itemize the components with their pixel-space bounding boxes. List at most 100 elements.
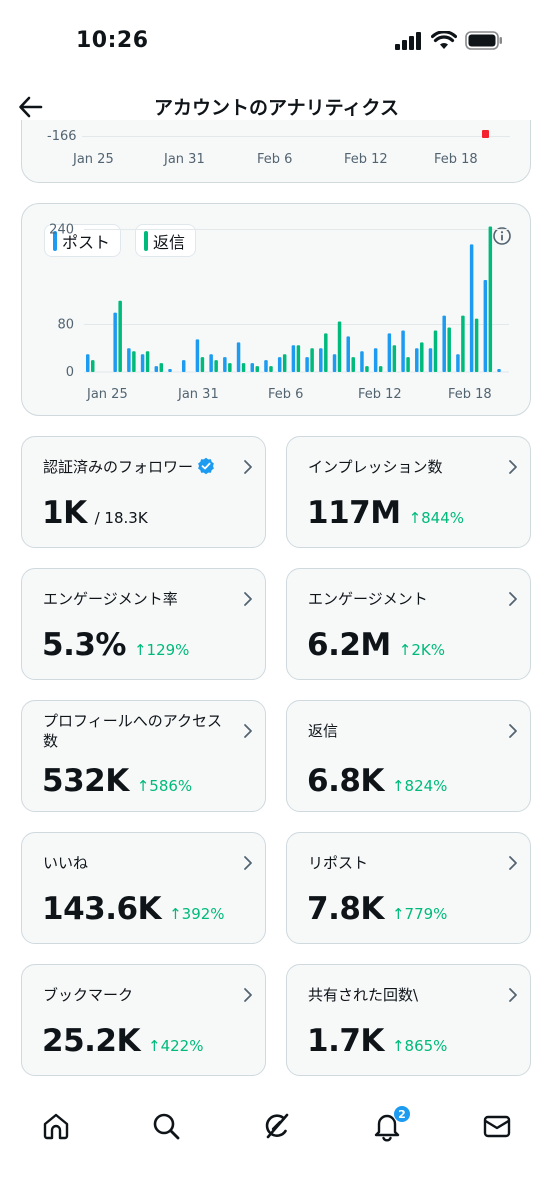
metric-label: リポスト — [308, 854, 369, 872]
metric-card-engagement-rate[interactable]: エンゲージメント率 5.3% ↑129% — [21, 568, 266, 680]
mail-icon[interactable] — [481, 1110, 513, 1142]
bar-replies — [474, 318, 479, 372]
chevron-right-icon — [244, 988, 252, 1002]
bar-replies — [433, 330, 438, 372]
bar-posts — [181, 360, 186, 372]
metric-value-row: 6.8K ↑824% — [307, 763, 447, 799]
chevron-right-icon — [509, 592, 517, 606]
bar-replies — [392, 345, 397, 372]
bar-posts — [209, 354, 213, 372]
metric-label: 認証済みのフォロワー — [43, 457, 235, 477]
bar-posts — [113, 312, 117, 372]
metric-change: ↑2K% — [398, 641, 445, 659]
bar-posts — [497, 369, 501, 372]
metric-label: プロフィールへのアクセス数 — [43, 712, 222, 750]
cellular-signal-icon — [395, 31, 421, 50]
x-tick-label: Feb 12 — [358, 387, 402, 402]
metric-value-row: 117M ↑844% — [307, 495, 464, 531]
verified-badge-icon — [198, 457, 214, 475]
bar-replies — [159, 363, 164, 372]
metric-card-engagements[interactable]: エンゲージメント 6.2M ↑2K% — [286, 568, 531, 680]
bar-replies — [132, 351, 136, 372]
notification-badge: 2 — [393, 1105, 411, 1123]
bar-posts — [305, 357, 309, 372]
bell-icon[interactable] — [371, 1110, 403, 1142]
bar-posts — [250, 363, 255, 372]
metric-card-shares[interactable]: 共有された回数\ 1.7K ↑865% — [286, 964, 531, 1076]
metric-card-reposts[interactable]: リポスト 7.8K ↑779% — [286, 832, 531, 944]
bar-posts — [154, 366, 159, 372]
bar-posts — [483, 279, 488, 372]
metric-value-row: 1K / 18.3K — [42, 495, 148, 531]
bar-replies — [91, 360, 95, 372]
metric-value: 25.2K — [42, 1023, 141, 1059]
legend-posts-swatch — [53, 230, 57, 251]
chevron-right-icon — [509, 724, 517, 738]
activity-bar-chart: 240 80 0 Jan 25 Jan 31 Feb 6 Feb 12 Feb 18 — [49, 223, 509, 402]
bar-replies — [420, 342, 424, 372]
bar-replies — [365, 366, 369, 372]
status-bar: 10:26 — [0, 0, 553, 80]
bar-replies — [324, 333, 328, 372]
metric-label: インプレッション数 — [308, 458, 443, 476]
metric-label: いいね — [43, 854, 89, 872]
legend-posts-label: ポスト — [62, 232, 111, 252]
home-icon[interactable] — [40, 1110, 72, 1142]
bar-replies — [269, 366, 273, 372]
metric-change: ↑129% — [133, 641, 190, 659]
bar-posts — [373, 348, 378, 372]
metric-card-profile-visits[interactable]: プロフィールへのアクセス数 532K ↑586% — [21, 700, 266, 812]
metric-value: 1K — [42, 495, 87, 531]
bar-replies — [214, 360, 218, 372]
metric-value: 6.8K — [307, 763, 384, 799]
search-icon[interactable] — [150, 1110, 182, 1142]
bar-replies — [488, 226, 493, 372]
bar-replies — [447, 327, 451, 372]
bar-replies — [406, 357, 410, 372]
chevron-right-icon — [509, 856, 517, 870]
page-title: アカウントのアナリティクス — [154, 97, 399, 119]
bar-posts — [428, 348, 433, 372]
metric-value-row: 6.2M ↑2K% — [307, 627, 445, 663]
app-header: アカウントのアナリティクス — [0, 80, 553, 132]
metric-value: 117M — [307, 495, 401, 531]
battery-icon — [465, 31, 502, 50]
info-icon[interactable] — [492, 226, 512, 246]
metric-label: 返信 — [308, 722, 339, 740]
x-tick-label: Feb 6 — [268, 387, 303, 402]
grok-icon[interactable] — [261, 1110, 293, 1142]
bar-replies — [200, 357, 205, 372]
bar-replies — [310, 348, 314, 372]
metric-change: ↑586% — [136, 777, 193, 795]
metric-value-row: 532K ↑586% — [42, 763, 192, 799]
bottom-navigation — [0, 1092, 553, 1162]
x-tick-label: Jan 25 — [73, 152, 114, 167]
x-tick-label: Feb 18 — [434, 152, 478, 167]
metric-card-impressions[interactable]: インプレッション数 117M ↑844% — [286, 436, 531, 548]
bar-replies — [351, 357, 355, 372]
chart-gridline — [82, 136, 510, 137]
x-tick-label: Jan 31 — [164, 152, 205, 167]
metric-value-row: 25.2K ↑422% — [42, 1023, 203, 1059]
bar-posts — [346, 336, 350, 372]
metric-card-bookmarks[interactable]: ブックマーク 25.2K ↑422% — [21, 964, 266, 1076]
bar-replies — [337, 321, 342, 372]
net-follower-chart-card: -166 Jan 25 Jan 31 Feb 6 Feb 12 Feb 18 — [21, 120, 531, 183]
bar-posts — [332, 354, 337, 372]
legend-posts[interactable]: ポスト — [44, 224, 122, 257]
bar-posts — [469, 244, 474, 372]
bar-posts — [415, 348, 419, 372]
metric-card-likes[interactable]: いいね 143.6K ↑392% — [21, 832, 266, 944]
metric-label-text: 認証済みのフォロワー — [43, 458, 194, 476]
metric-value: 6.2M — [307, 627, 391, 663]
back-arrow-icon[interactable] — [16, 92, 46, 122]
y-tick-label: 240 — [49, 223, 74, 238]
metric-value: 1.7K — [307, 1023, 384, 1059]
bar-posts — [236, 342, 241, 372]
metric-card-replies[interactable]: 返信 6.8K ↑824% — [286, 700, 531, 812]
bar-posts — [456, 354, 460, 372]
x-tick-label: Feb 12 — [344, 152, 388, 167]
bar-posts — [319, 348, 323, 372]
metric-card-verified-followers[interactable]: 認証済みのフォロワー 1K / 18.3K — [21, 436, 266, 548]
x-tick-label: Jan 25 — [86, 387, 128, 402]
